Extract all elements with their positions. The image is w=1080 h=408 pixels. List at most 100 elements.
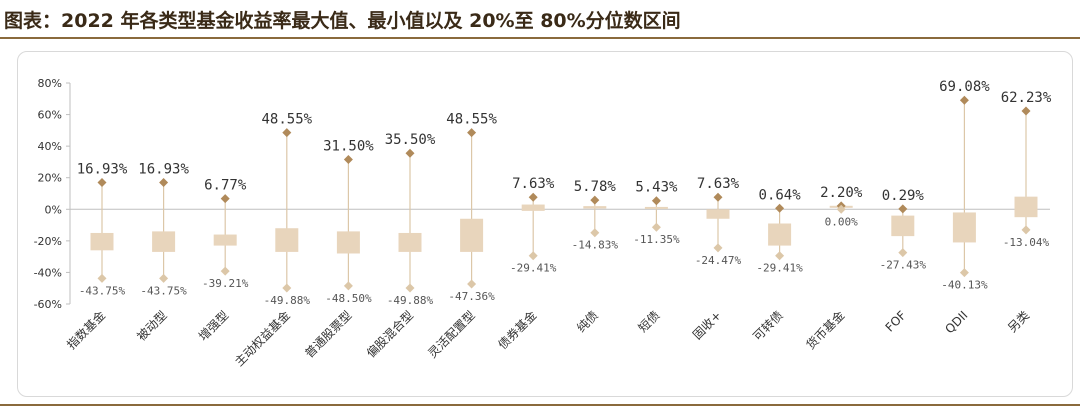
max-marker [959, 95, 969, 105]
min-marker [1021, 225, 1031, 235]
category-label: 短债 [636, 308, 663, 335]
chart-title: 图表：2022 年各类型基金收益率最大值、最小值以及 20%至 80%分位数区间 [4, 10, 681, 32]
min-marker [405, 283, 415, 293]
chart-frame [17, 51, 1073, 397]
min-value-label: -49.88% [264, 294, 311, 307]
category-label: 另类 [1005, 308, 1032, 335]
percentile-box [952, 212, 976, 243]
box-layer [90, 196, 1038, 254]
min-marker [528, 251, 538, 261]
percentile-box [336, 231, 360, 254]
bottom-rule [0, 404, 1080, 406]
percentile-box [275, 228, 299, 252]
min-value-label: -29.41% [756, 262, 803, 275]
category-label: 偏股混合型 [363, 308, 416, 361]
percentile-box [583, 206, 607, 209]
min-value-label: -40.13% [941, 279, 988, 292]
percentile-box [1014, 196, 1038, 218]
min-value-label: -13.04% [1003, 236, 1050, 249]
max-value-label: 0.64% [759, 187, 802, 203]
category-label: 被动型 [134, 308, 169, 343]
percentile-box [152, 231, 176, 252]
category-label: QDII [942, 308, 970, 336]
max-value-label: 16.93% [138, 162, 189, 178]
percentile-box [460, 218, 484, 252]
min-value-label: -24.47% [695, 254, 742, 267]
max-value-label: 5.78% [574, 179, 617, 195]
max-marker [467, 128, 477, 138]
category-label: 债券基金 [495, 308, 540, 353]
min-marker [651, 222, 661, 232]
max-value-label: 16.93% [77, 162, 128, 178]
min-marker [713, 243, 723, 253]
max-marker [651, 196, 661, 206]
max-value-label: 69.08% [939, 79, 990, 95]
max-marker [282, 128, 292, 138]
percentile-box [644, 206, 668, 209]
category-label: 指数基金 [64, 308, 109, 353]
min-marker [220, 266, 230, 276]
y-tick-label: -20% [34, 235, 62, 248]
min-value-label: -43.75% [140, 284, 187, 297]
max-value-label: 7.63% [697, 176, 740, 192]
min-value-label: -43.75% [79, 284, 126, 297]
max-value-label: 48.55% [262, 112, 313, 128]
min-marker [898, 248, 908, 258]
max-value-label: 7.63% [512, 176, 555, 192]
category-label: FOF [883, 308, 909, 334]
title-bar: 图表：2022 年各类型基金收益率最大值、最小值以及 20%至 80%分位数区间 [0, 0, 1080, 39]
percentile-box [521, 204, 545, 211]
max-marker [898, 204, 908, 214]
category-label: 增强型 [196, 308, 231, 343]
max-marker [590, 195, 600, 205]
min-marker [97, 273, 107, 283]
max-marker [159, 178, 169, 188]
max-value-label: 2.20% [820, 185, 863, 201]
min-marker [282, 283, 292, 293]
min-value-label: -11.35% [633, 233, 680, 246]
min-value-label: -48.50% [325, 292, 372, 305]
min-value-label: -29.41% [510, 262, 557, 275]
min-value-label: 0.00% [825, 215, 858, 228]
max-marker [1021, 106, 1031, 116]
max-value-label: 6.77% [204, 178, 247, 194]
max-marker [97, 178, 107, 188]
min-marker [775, 251, 785, 261]
category-label: 普通股票型 [302, 308, 354, 360]
percentile-box [706, 209, 730, 219]
category-label: 主动权益基金 [231, 308, 293, 370]
max-marker [775, 203, 785, 213]
marker-layer [97, 95, 1031, 293]
max-value-label: 35.50% [385, 132, 436, 148]
title-rule [0, 37, 1080, 39]
y-tick-label: 20% [38, 172, 62, 185]
y-tick-label: 80% [38, 77, 62, 90]
category-label: 可转债 [750, 308, 786, 344]
percentile-box [768, 223, 792, 246]
min-marker [959, 268, 969, 278]
max-value-label: 31.50% [323, 139, 374, 155]
min-value-label: -49.88% [387, 294, 434, 307]
max-value-label: 48.55% [446, 112, 497, 128]
y-tick-label: -60% [34, 298, 62, 311]
max-marker [528, 192, 538, 202]
axis-layer: 80% 60% 40% 20% 0% -20% -40% -60% [34, 77, 1050, 311]
y-tick-label: 0% [45, 203, 62, 216]
max-marker [343, 155, 353, 165]
min-marker [836, 204, 846, 214]
min-marker [467, 279, 477, 289]
max-marker [713, 192, 723, 202]
min-value-label: -39.21% [202, 277, 249, 290]
min-value-label: -14.83% [572, 239, 619, 252]
max-marker [220, 194, 230, 204]
percentile-box [213, 234, 237, 246]
percentile-box [891, 215, 915, 237]
max-value-label: 5.43% [635, 180, 678, 196]
percentile-box [90, 232, 114, 251]
category-label: 货币基金 [803, 308, 848, 353]
min-marker [343, 281, 353, 291]
percentile-box [398, 232, 422, 252]
min-marker [159, 273, 169, 283]
y-tick-label: 40% [38, 140, 62, 153]
